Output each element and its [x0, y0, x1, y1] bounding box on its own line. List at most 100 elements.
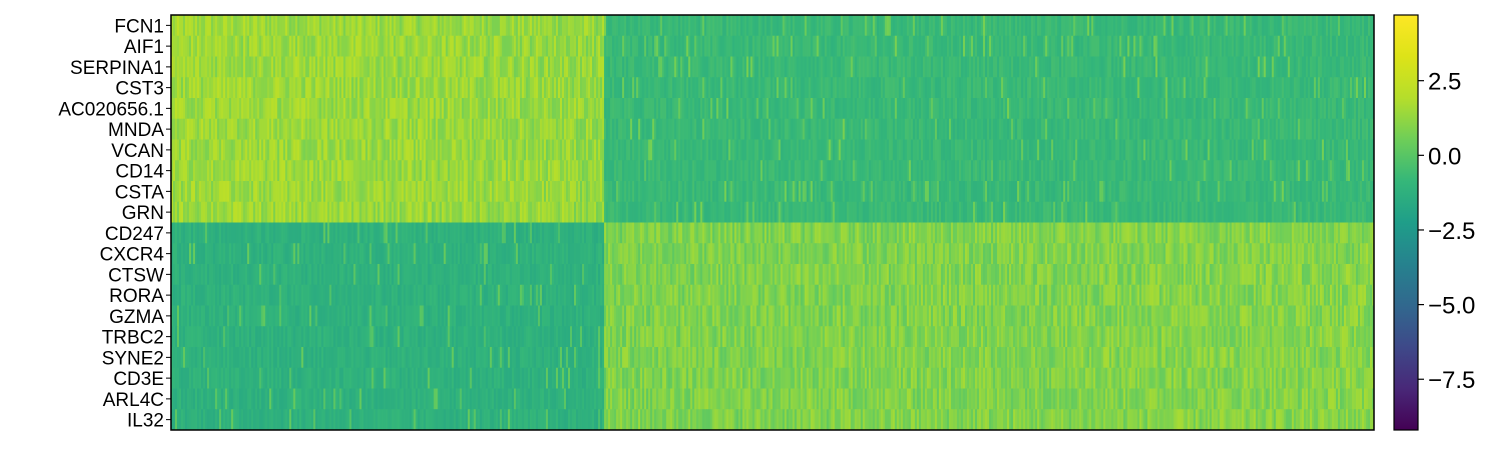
heatmap-cell [1257, 56, 1261, 78]
heatmap-cell [195, 35, 198, 58]
heatmap-cell [900, 98, 904, 120]
heatmap-cell [1289, 35, 1293, 58]
heatmap-cell [531, 15, 535, 37]
heatmap-cell [263, 139, 266, 161]
heatmap-cell [1105, 139, 1108, 161]
heatmap-cell [1011, 35, 1014, 58]
heatmap-cell [321, 118, 324, 141]
heatmap-cell [533, 181, 537, 203]
heatmap-cell [229, 98, 232, 120]
heatmap-cell [606, 118, 609, 141]
heatmap-cell [1119, 98, 1122, 120]
heatmap-cell [864, 98, 868, 120]
heatmap-cell [467, 160, 471, 182]
heatmap-cell [409, 181, 413, 203]
heatmap-cell [391, 139, 395, 161]
heatmap-cell [491, 98, 495, 120]
heatmap-cell [989, 160, 992, 182]
heatmap-cell [267, 118, 270, 141]
heatmap-cell [860, 98, 864, 120]
heatmap-cell [1317, 139, 1321, 161]
heatmap-cell [205, 15, 208, 37]
heatmap-cell [1277, 139, 1281, 161]
heatmap-cell [932, 35, 936, 58]
heatmap-cell [1299, 139, 1303, 161]
heatmap-cell [361, 139, 365, 161]
heatmap-cell [431, 35, 435, 58]
heatmap-cell [313, 160, 316, 182]
heatmap-cell [183, 98, 186, 120]
heatmap-cell [1313, 35, 1317, 58]
heatmap-cell [848, 139, 852, 161]
heatmap-cell [521, 35, 525, 58]
heatmap-cell [644, 98, 647, 120]
heatmap-cell [1329, 77, 1333, 99]
heatmap-cell [1165, 15, 1169, 37]
heatmap-cells [171, 15, 1374, 430]
heatmap-cell [782, 77, 786, 99]
heatmap-cell [249, 35, 252, 58]
heatmap-cell [987, 139, 990, 161]
heatmap-cell [395, 160, 399, 182]
heatmap-cell [1143, 139, 1147, 161]
heatmap-cell [1119, 35, 1122, 58]
heatmap-cell [842, 15, 846, 37]
heatmap-cell [985, 35, 988, 58]
heatmap-cell [1163, 56, 1167, 78]
heatmap-cell [708, 160, 711, 182]
heatmap-cell [463, 181, 467, 203]
heatmap-cell [1063, 98, 1066, 120]
heatmap-cell [489, 15, 493, 37]
heatmap-cell [654, 15, 657, 37]
heatmap-cell [535, 77, 539, 99]
heatmap-cell [928, 98, 932, 120]
heatmap-cell [455, 56, 459, 78]
heatmap-cell [1365, 98, 1369, 120]
heatmap-cell [924, 139, 928, 161]
heatmap-cell [870, 160, 874, 182]
heatmap-cell [662, 118, 665, 141]
heatmap-cell [1323, 35, 1327, 58]
heatmap-cell [954, 98, 958, 120]
heatmap-cell [820, 118, 824, 141]
heatmap-cell [918, 98, 922, 120]
heatmap-cell [694, 118, 697, 141]
heatmap-cell [1111, 35, 1114, 58]
heatmap-cell [1369, 160, 1373, 182]
heatmap-cell [1089, 118, 1092, 141]
heatmap-cell [183, 160, 186, 182]
heatmap-cell [367, 181, 371, 203]
heatmap-cell [592, 160, 595, 182]
heatmap-cell [1065, 56, 1068, 78]
heatmap-cell [1117, 15, 1120, 37]
heatmap-cell [393, 35, 397, 58]
heatmap-cell [1293, 56, 1297, 78]
heatmap-cell [928, 139, 932, 161]
heatmap-cell [495, 98, 499, 120]
heatmap-cell [465, 35, 469, 58]
heatmap-cell [1103, 56, 1106, 78]
heatmap-cell [303, 118, 306, 141]
heatmap-cell [427, 139, 431, 161]
heatmap-cell [239, 56, 242, 78]
heatmap-cell [555, 118, 559, 141]
heatmap-cell [481, 56, 485, 78]
heatmap-cell [323, 118, 326, 141]
heatmap-cell [710, 56, 713, 78]
heatmap-cell [766, 15, 770, 37]
heatmap-cell [201, 98, 204, 120]
heatmap-cell [582, 139, 585, 161]
heatmap-cell [213, 139, 216, 161]
heatmap-cell [365, 181, 369, 203]
heatmap-cell [866, 77, 870, 99]
heatmap-cell [377, 139, 381, 161]
heatmap-cell [1293, 15, 1297, 37]
heatmap-cell [213, 77, 216, 99]
heatmap-cell [586, 77, 589, 99]
heatmap-cell [359, 160, 363, 182]
heatmap-cell [433, 35, 437, 58]
heatmap-cell [892, 77, 896, 99]
heatmap-cell [1149, 160, 1153, 182]
heatmap-cell [920, 98, 924, 120]
heatmap-cell [563, 77, 567, 99]
